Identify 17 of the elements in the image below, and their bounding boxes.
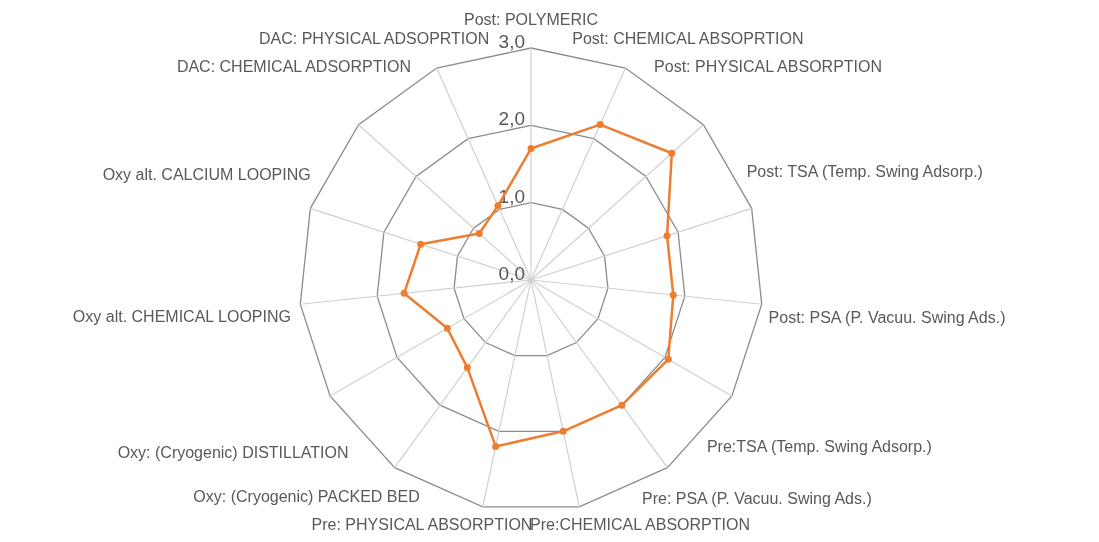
spoke-label: Post: PSA (P. Vacuu. Swing Ads.): [768, 308, 1006, 326]
spoke-label: Post: PHYSICAL ABSORPTION: [654, 58, 883, 76]
spoke-label: Pre:CHEMICAL ABSORPTION: [530, 516, 750, 534]
spoke-label: Pre: PSA (P. Vacuu. Swing Ads.): [642, 489, 872, 507]
y-tick-label: 2,0: [498, 108, 525, 130]
spoke-label: Post: POLYMERIC: [464, 10, 598, 28]
spoke-label: DAC: PHYSICAL ADSOPRTION: [259, 29, 490, 47]
spoke-label: DAC: CHEMICAL ADSORPTION: [176, 58, 411, 76]
y-tick-label: 0,0: [498, 263, 525, 284]
y-tick-label: 3,0: [498, 31, 525, 52]
spoke-label: Oxy: (Cryogenic) DISTILLATION: [117, 443, 349, 461]
spoke-label: Oxy: (Cryogenic) PACKED BED: [193, 488, 420, 506]
spoke-label: Pre:TSA (Temp. Swing Adsorp.): [706, 438, 932, 455]
spoke-label: Post: TSA (Temp. Swing Adsorp.): [746, 163, 983, 181]
spoke-label: Post: CHEMICAL ABSOPRTION: [572, 29, 804, 47]
spoke-label: Oxy alt. CHEMICAL LOOPING: [72, 308, 291, 326]
spoke-label: Oxy alt. CALCIUM LOOPING: [102, 166, 311, 184]
